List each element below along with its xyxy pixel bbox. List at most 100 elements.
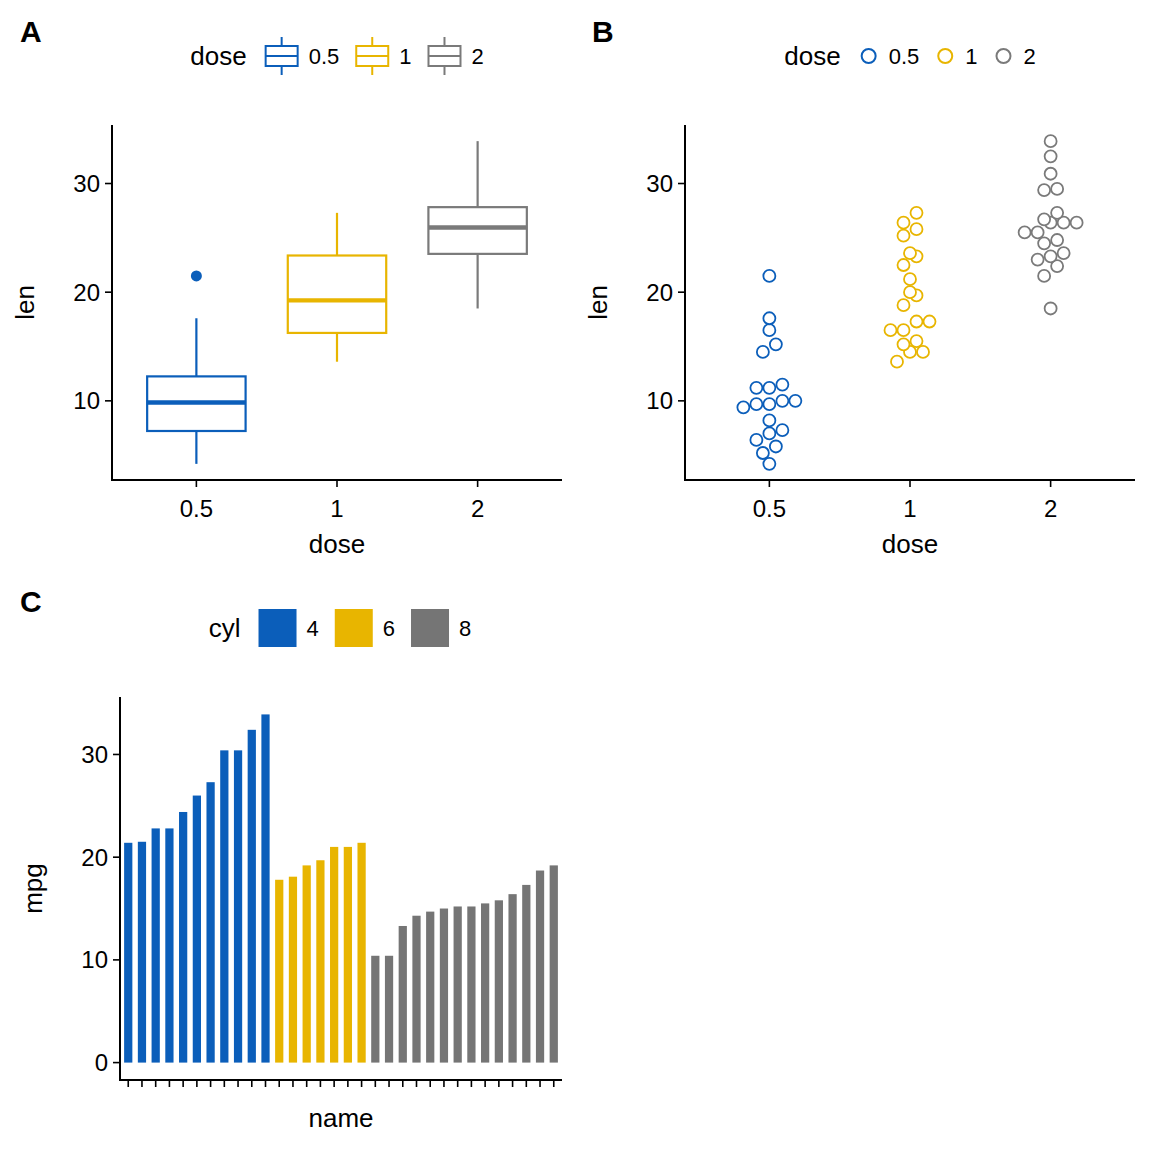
legend-key-median (356, 55, 388, 57)
x-axis-title: dose (882, 529, 938, 559)
x-tick (320, 1080, 322, 1087)
dot (898, 338, 910, 350)
dot (763, 414, 775, 426)
legend-key-median (266, 55, 298, 57)
legend-label: 8 (459, 616, 471, 641)
legend-key (335, 609, 373, 647)
median (428, 225, 526, 229)
x-tick-label: 1 (330, 495, 343, 522)
plot-area (147, 141, 527, 464)
x-tick (196, 1080, 198, 1087)
x-tick (909, 480, 911, 487)
x-tick-label: 0.5 (180, 495, 213, 522)
bar (357, 843, 365, 1063)
dot (750, 434, 762, 446)
legend-title: cyl (209, 613, 241, 643)
bar (316, 860, 324, 1062)
x-tick (210, 1080, 212, 1087)
x-tick (1050, 480, 1052, 487)
y-axis-title: len (583, 285, 613, 320)
legend-key-box (356, 46, 388, 66)
box-group (428, 141, 526, 308)
legend-key-swatch (335, 609, 373, 647)
bar (289, 877, 297, 1063)
legend-key-box (428, 46, 460, 66)
x-tick (484, 1080, 486, 1087)
y-axis-line (111, 125, 113, 480)
x-tick (769, 480, 771, 487)
y-axis-title: mpg (18, 863, 48, 914)
lower-whisker (336, 333, 338, 362)
dot (763, 458, 775, 470)
bar (412, 916, 420, 1063)
y-tick-label: 0 (95, 1049, 108, 1076)
x-tick (141, 1080, 143, 1087)
legend-key (938, 49, 952, 63)
bar (550, 865, 558, 1062)
x-tick (512, 1080, 514, 1087)
y-tick (678, 400, 685, 402)
dot (776, 379, 788, 391)
x-tick-label: 2 (1044, 495, 1057, 522)
bar (330, 847, 338, 1063)
legend-key-dot (996, 49, 1010, 63)
legend: dose0.512 (190, 37, 483, 75)
legend-title: dose (784, 41, 840, 71)
dot (770, 338, 782, 350)
dot (924, 316, 936, 328)
y-tick-label: 30 (73, 170, 100, 197)
dot (911, 207, 923, 219)
x-tick (471, 1080, 473, 1087)
bar (275, 880, 283, 1063)
box (428, 207, 526, 254)
dot (1045, 302, 1057, 314)
panel: B1020300.512doselendose0.512 (583, 15, 1135, 559)
x-tick (224, 1080, 226, 1087)
y-tick-label: 10 (73, 387, 100, 414)
bar (303, 865, 311, 1062)
y-tick-label: 20 (81, 844, 108, 871)
legend-label: 2 (1023, 44, 1035, 69)
x-axis-title: dose (309, 529, 365, 559)
plot-area (737, 135, 1082, 470)
dot (1038, 237, 1050, 249)
bar (522, 885, 530, 1063)
x-tick (539, 1080, 541, 1087)
bar (138, 842, 146, 1063)
plot-area (124, 714, 558, 1062)
box-group (147, 270, 245, 463)
bar (179, 812, 187, 1063)
x-tick (155, 1080, 157, 1087)
legend: cyl468 (209, 609, 472, 647)
dot (1058, 247, 1070, 259)
legend-label: 4 (307, 616, 319, 641)
x-tick (333, 1080, 335, 1087)
y-tick-label: 30 (646, 170, 673, 197)
dot (763, 382, 775, 394)
legend: dose0.512 (784, 41, 1035, 71)
dot (898, 217, 910, 229)
legend-key (428, 37, 460, 75)
x-tick-label: 2 (471, 495, 484, 522)
y-tick (113, 856, 120, 858)
dot (763, 427, 775, 439)
dot (757, 447, 769, 459)
dot (770, 440, 782, 452)
bar (193, 796, 201, 1063)
dot (763, 312, 775, 324)
x-tick (251, 1080, 253, 1087)
legend-key-dot (938, 49, 952, 63)
x-tick (416, 1080, 418, 1087)
x-tick (265, 1080, 267, 1087)
dot (917, 346, 929, 358)
dot (789, 395, 801, 407)
dot (911, 223, 923, 235)
dot (1051, 183, 1063, 195)
dot (1038, 270, 1050, 282)
bar (152, 828, 160, 1062)
x-tick (306, 1080, 308, 1087)
bar (399, 926, 407, 1063)
upper-whisker (336, 213, 338, 256)
y-tick (105, 400, 112, 402)
background (0, 0, 1152, 1152)
